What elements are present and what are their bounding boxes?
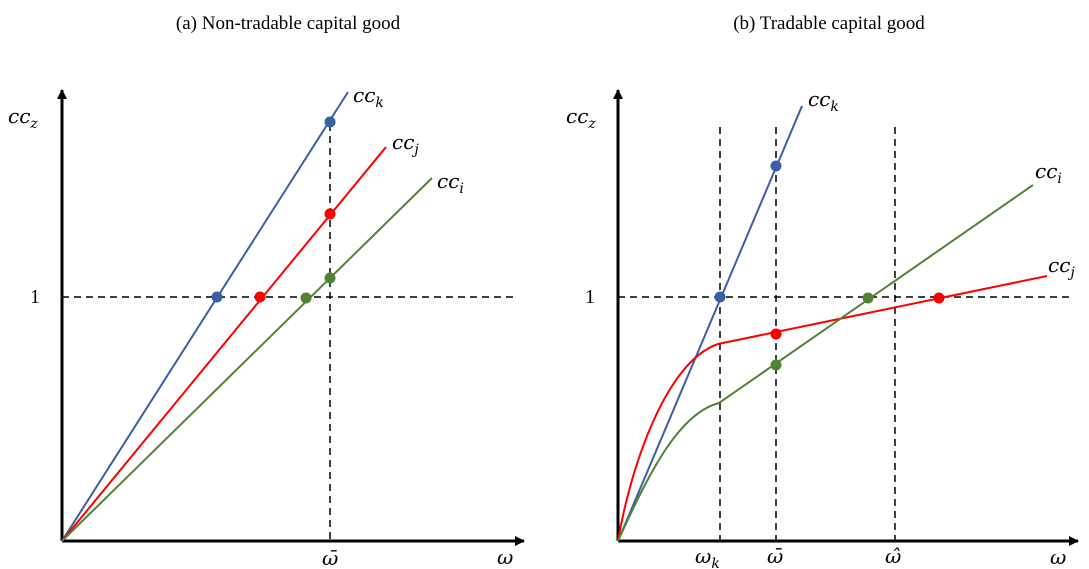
point-i-omega-bar xyxy=(770,359,782,371)
point-k-one xyxy=(714,291,726,303)
panel-a: (a) Non-tradable capital good ccz 1 ω̄ ω… xyxy=(8,13,525,569)
y-tick-one: 1 xyxy=(585,286,595,308)
panel-b: (b) Tradable capital good ccz 1 ωk ω̄ ω̂… xyxy=(566,13,1079,569)
point-j-one xyxy=(933,292,945,304)
y-axis-label: ccz xyxy=(8,104,38,132)
point-j-omega-bar xyxy=(770,328,782,340)
y-tick-one: 1 xyxy=(30,286,40,308)
curve-cc-k xyxy=(617,105,803,542)
label-cc-i: cci xyxy=(437,169,464,197)
x-tick-omega-k: ωk xyxy=(695,544,720,569)
point-i-one xyxy=(862,292,874,304)
curve-cc-k xyxy=(61,91,349,542)
curve-cc-j xyxy=(61,146,387,542)
point-i-one xyxy=(300,292,312,304)
point-k-omega-bar xyxy=(770,160,782,172)
y-axis-label: ccz xyxy=(566,104,596,132)
curve-cc-j xyxy=(617,275,1048,542)
x-axis-label: ω xyxy=(1050,545,1066,569)
panel-a-title: (a) Non-tradable capital good xyxy=(176,13,401,34)
label-cc-k: cck xyxy=(353,83,384,111)
curve-cc-i xyxy=(61,177,433,542)
point-i-omega-bar xyxy=(324,272,336,284)
x-tick-omega-bar: ω̄ xyxy=(322,546,338,569)
label-cc-j: ccj xyxy=(392,130,419,158)
x-tick-omega-bar: ω̄ xyxy=(767,544,783,568)
curve-cc-i xyxy=(617,184,1034,542)
x-tick-omega-hat: ω̂ xyxy=(885,544,901,568)
label-cc-k: cck xyxy=(808,87,839,115)
x-axis-label: ω xyxy=(497,545,513,569)
point-k-omega-bar xyxy=(324,116,336,128)
panel-b-title: (b) Tradable capital good xyxy=(733,13,925,34)
point-k-one xyxy=(211,291,223,303)
point-j-one xyxy=(254,291,266,303)
label-cc-j: ccj xyxy=(1048,253,1075,281)
point-j-omega-bar xyxy=(324,208,336,220)
label-cc-i: cci xyxy=(1035,159,1062,187)
